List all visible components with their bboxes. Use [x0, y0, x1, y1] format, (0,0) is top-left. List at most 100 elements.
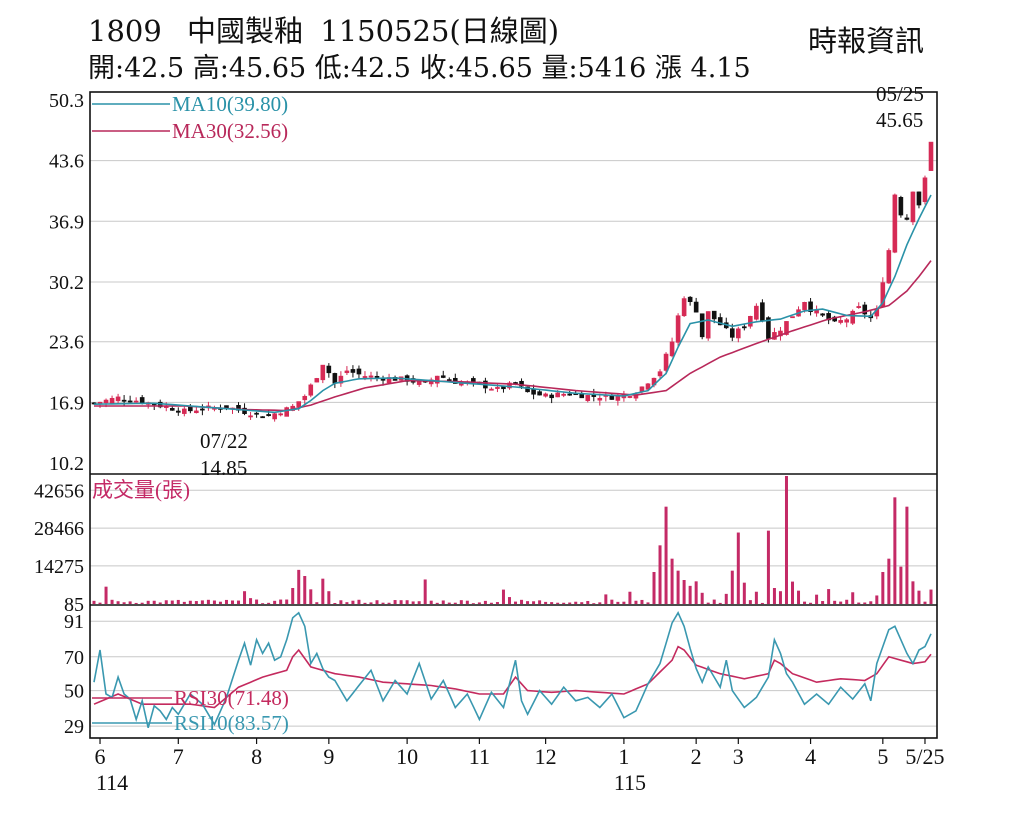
volume-bar	[694, 581, 698, 604]
candle-up	[320, 364, 326, 381]
volume-bar	[152, 600, 156, 604]
volume-bar	[604, 594, 608, 604]
month-label: 3	[733, 744, 744, 769]
ma30-legend-label: MA30(32.56)	[172, 119, 288, 143]
volume-bar	[381, 602, 385, 604]
volume-bar	[634, 600, 638, 604]
volume-bar	[688, 585, 692, 604]
candle-down	[176, 410, 181, 413]
volume-bar	[905, 506, 909, 604]
volume-bar	[267, 602, 271, 604]
candle-down	[760, 302, 765, 322]
candle-up	[284, 407, 289, 417]
axis-labels: 50.343.636.930.223.616.910.2426562846614…	[34, 90, 945, 795]
volume-bar	[929, 589, 933, 604]
candle-up	[838, 320, 843, 323]
candle-up	[802, 302, 807, 311]
price-ytick-label: 23.6	[49, 332, 84, 354]
candle-up	[886, 250, 892, 284]
source-label: 時報資訊	[808, 24, 925, 58]
grid-lines	[90, 160, 937, 727]
volume-bar	[766, 530, 770, 604]
month-label: 1	[618, 744, 629, 769]
volume-bar	[742, 582, 746, 604]
volume-bar	[821, 601, 825, 604]
volume-bar	[526, 601, 530, 604]
month-label: 12	[535, 744, 557, 769]
volume-ytick-label: 42656	[34, 480, 84, 502]
volume-bar	[98, 602, 102, 604]
volume-bar	[550, 602, 554, 604]
volume-bar	[327, 591, 331, 604]
volume-bar	[917, 590, 921, 604]
candle-down	[326, 365, 332, 374]
candle-up	[705, 311, 711, 339]
volume-bar	[833, 600, 837, 604]
volume-bar	[321, 578, 325, 604]
volume-bar	[200, 600, 204, 604]
candle-down	[356, 368, 362, 375]
volume-bar	[899, 566, 903, 604]
volume-bar	[616, 601, 620, 604]
volume-bar	[568, 602, 572, 604]
volume-bar	[610, 599, 614, 604]
volume-bar	[815, 594, 819, 604]
volume-panel	[92, 476, 933, 604]
candle-up	[892, 194, 898, 253]
volume-bar	[261, 603, 265, 604]
volume-bar	[911, 581, 915, 604]
volume-bar	[501, 589, 505, 604]
candle-up	[248, 415, 253, 418]
volume-bar	[700, 592, 704, 604]
candle-down	[471, 378, 476, 382]
candle-down	[254, 412, 259, 415]
rsi-ytick-label: 70	[64, 647, 84, 669]
candle-down	[350, 369, 356, 373]
high-value-label: 45.65	[876, 108, 923, 132]
candle-down	[537, 391, 542, 396]
volume-bar	[893, 497, 897, 604]
volume-bar	[881, 572, 885, 604]
candle-up	[748, 315, 753, 327]
price-ytick-label: 16.9	[49, 392, 84, 414]
volume-bar	[791, 581, 795, 604]
chart-kind: (日線圖)	[449, 14, 560, 48]
rsi-panel	[93, 611, 932, 729]
ohlc-summary: 開:42.5 高:45.65 低:42.5 收:45.65 量:5416 漲 4…	[88, 53, 751, 84]
volume-bar	[339, 600, 343, 604]
candle-up	[182, 408, 187, 414]
volume-bar	[453, 602, 457, 604]
candle-up	[790, 316, 795, 319]
volume-bar	[483, 600, 487, 604]
candle-down	[374, 375, 380, 378]
volume-bar	[224, 599, 228, 604]
price-ytick-label: 30.2	[49, 272, 84, 294]
candle-up	[657, 371, 663, 377]
rsi10-legend-label: RSI10(83.57)	[174, 711, 289, 735]
candle-down	[916, 191, 922, 206]
volume-bar	[110, 599, 114, 604]
volume-bar	[237, 600, 241, 604]
plot-border	[89, 91, 938, 739]
ma10-line	[93, 194, 932, 414]
candle-down	[904, 217, 910, 220]
low-date-label: 07/22	[200, 429, 248, 453]
candle-up	[133, 400, 139, 403]
volume-bar	[363, 602, 367, 604]
candle-up	[434, 375, 440, 384]
volume-bar	[797, 590, 801, 604]
volume-bar	[676, 570, 680, 604]
volume-bar	[176, 599, 180, 604]
ma10-legend-label: MA10(39.80)	[172, 92, 288, 116]
price-ytick-label: 43.6	[49, 151, 84, 173]
chart-title: 1809 中國製釉 1150525(日線圖)	[88, 8, 559, 50]
candle-down	[121, 399, 127, 402]
candle-up	[561, 393, 566, 396]
volume-bar	[670, 558, 674, 604]
volume-bar	[730, 570, 734, 604]
month-label: 4	[805, 744, 816, 769]
volume-bar	[477, 602, 481, 604]
candle-up	[922, 177, 928, 203]
volume-bar	[923, 601, 927, 604]
candle-up	[338, 375, 344, 384]
